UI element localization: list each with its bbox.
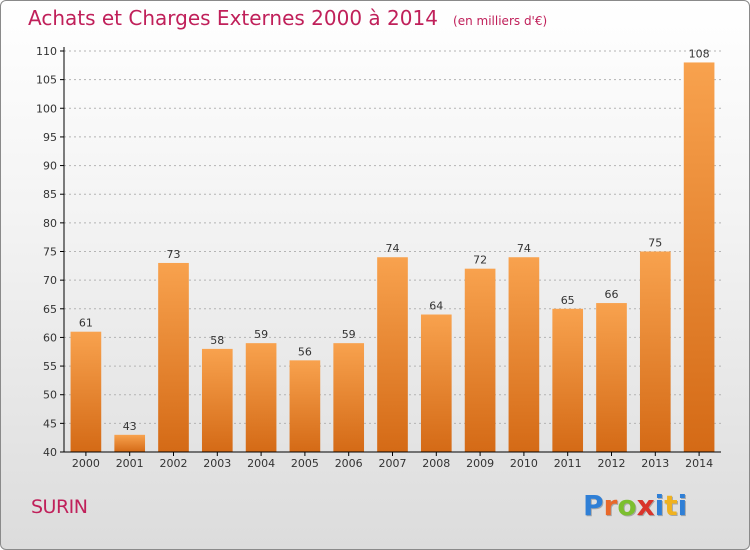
x-tick-label: 2011 (554, 457, 582, 470)
bar (552, 308, 584, 452)
bar-value-label: 59 (254, 328, 268, 341)
bar (114, 434, 146, 452)
y-tick-label: 100 (36, 102, 57, 115)
commune-name: SURIN (31, 496, 88, 518)
x-tick-label: 2010 (510, 457, 538, 470)
bar (158, 262, 189, 452)
x-tick-label: 2012 (598, 457, 626, 470)
bar (464, 268, 496, 452)
bar-value-label: 64 (429, 300, 443, 313)
bar (508, 257, 540, 452)
bar-value-label: 61 (79, 317, 93, 330)
bar-value-label: 56 (298, 345, 312, 358)
y-tick-label: 110 (36, 45, 57, 58)
bar-value-label: 74 (517, 242, 531, 255)
logo-letter: r (603, 489, 618, 522)
bar-value-label: 65 (561, 294, 575, 307)
y-tick-label: 55 (43, 360, 57, 373)
bar-value-label: 75 (648, 237, 662, 250)
bar-value-label: 73 (167, 248, 181, 261)
x-tick-label: 2013 (641, 457, 669, 470)
bar-value-label: 58 (210, 334, 224, 347)
y-tick-label: 85 (43, 188, 57, 201)
y-tick-label: 60 (43, 331, 57, 344)
y-tick-label: 105 (36, 74, 57, 87)
chart-title: Achats et Charges Externes 2000 à 2014 (28, 6, 438, 30)
logo-letter: i (654, 489, 665, 522)
x-tick-label: 2007 (379, 457, 407, 470)
y-tick-label: 40 (43, 446, 57, 459)
x-tick-label: 2008 (422, 457, 450, 470)
logo-letter: x (636, 489, 655, 522)
logo-letter: o (617, 489, 637, 522)
bar-value-label: 59 (342, 328, 356, 341)
bar (596, 303, 627, 452)
y-tick-label: 75 (43, 246, 57, 259)
x-tick-label: 2002 (160, 457, 188, 470)
x-tick-label: 2009 (466, 457, 494, 470)
x-tick-label: 2003 (203, 457, 231, 470)
logo-letter: t (664, 489, 678, 522)
y-tick-label: 80 (43, 217, 57, 230)
x-tick-label: 2006 (335, 457, 363, 470)
y-tick-label: 65 (43, 303, 57, 316)
logo-letter: i (677, 489, 688, 522)
y-tick-label: 70 (43, 274, 57, 287)
logo-letter: P (583, 489, 604, 522)
bar (201, 348, 233, 452)
y-tick-label: 90 (43, 160, 57, 173)
x-tick-label: 2014 (685, 457, 713, 470)
bar-value-label: 43 (123, 420, 137, 433)
x-tick-label: 2004 (247, 457, 275, 470)
bar (333, 343, 365, 452)
bar (70, 331, 102, 452)
chart-title-block: Achats et Charges Externes 2000 à 2014 (… (28, 6, 547, 30)
chart-unit-note: (en milliers d'€) (453, 14, 548, 28)
bar-value-label: 66 (605, 288, 619, 301)
bar (377, 257, 408, 452)
bar (639, 251, 671, 452)
bar (420, 314, 452, 452)
y-tick-label: 95 (43, 131, 57, 144)
x-tick-label: 2001 (116, 457, 144, 470)
bar (683, 62, 715, 452)
bar-value-label: 108 (689, 47, 710, 60)
y-tick-label: 45 (43, 417, 57, 430)
bar-value-label: 72 (473, 254, 487, 267)
bar (289, 360, 321, 452)
x-tick-label: 2005 (291, 457, 319, 470)
bar (245, 343, 277, 452)
x-tick-label: 2000 (72, 457, 100, 470)
bar-value-label: 74 (386, 242, 400, 255)
y-tick-label: 50 (43, 389, 57, 402)
proxiti-logo[interactable]: Proxiti (583, 489, 687, 522)
